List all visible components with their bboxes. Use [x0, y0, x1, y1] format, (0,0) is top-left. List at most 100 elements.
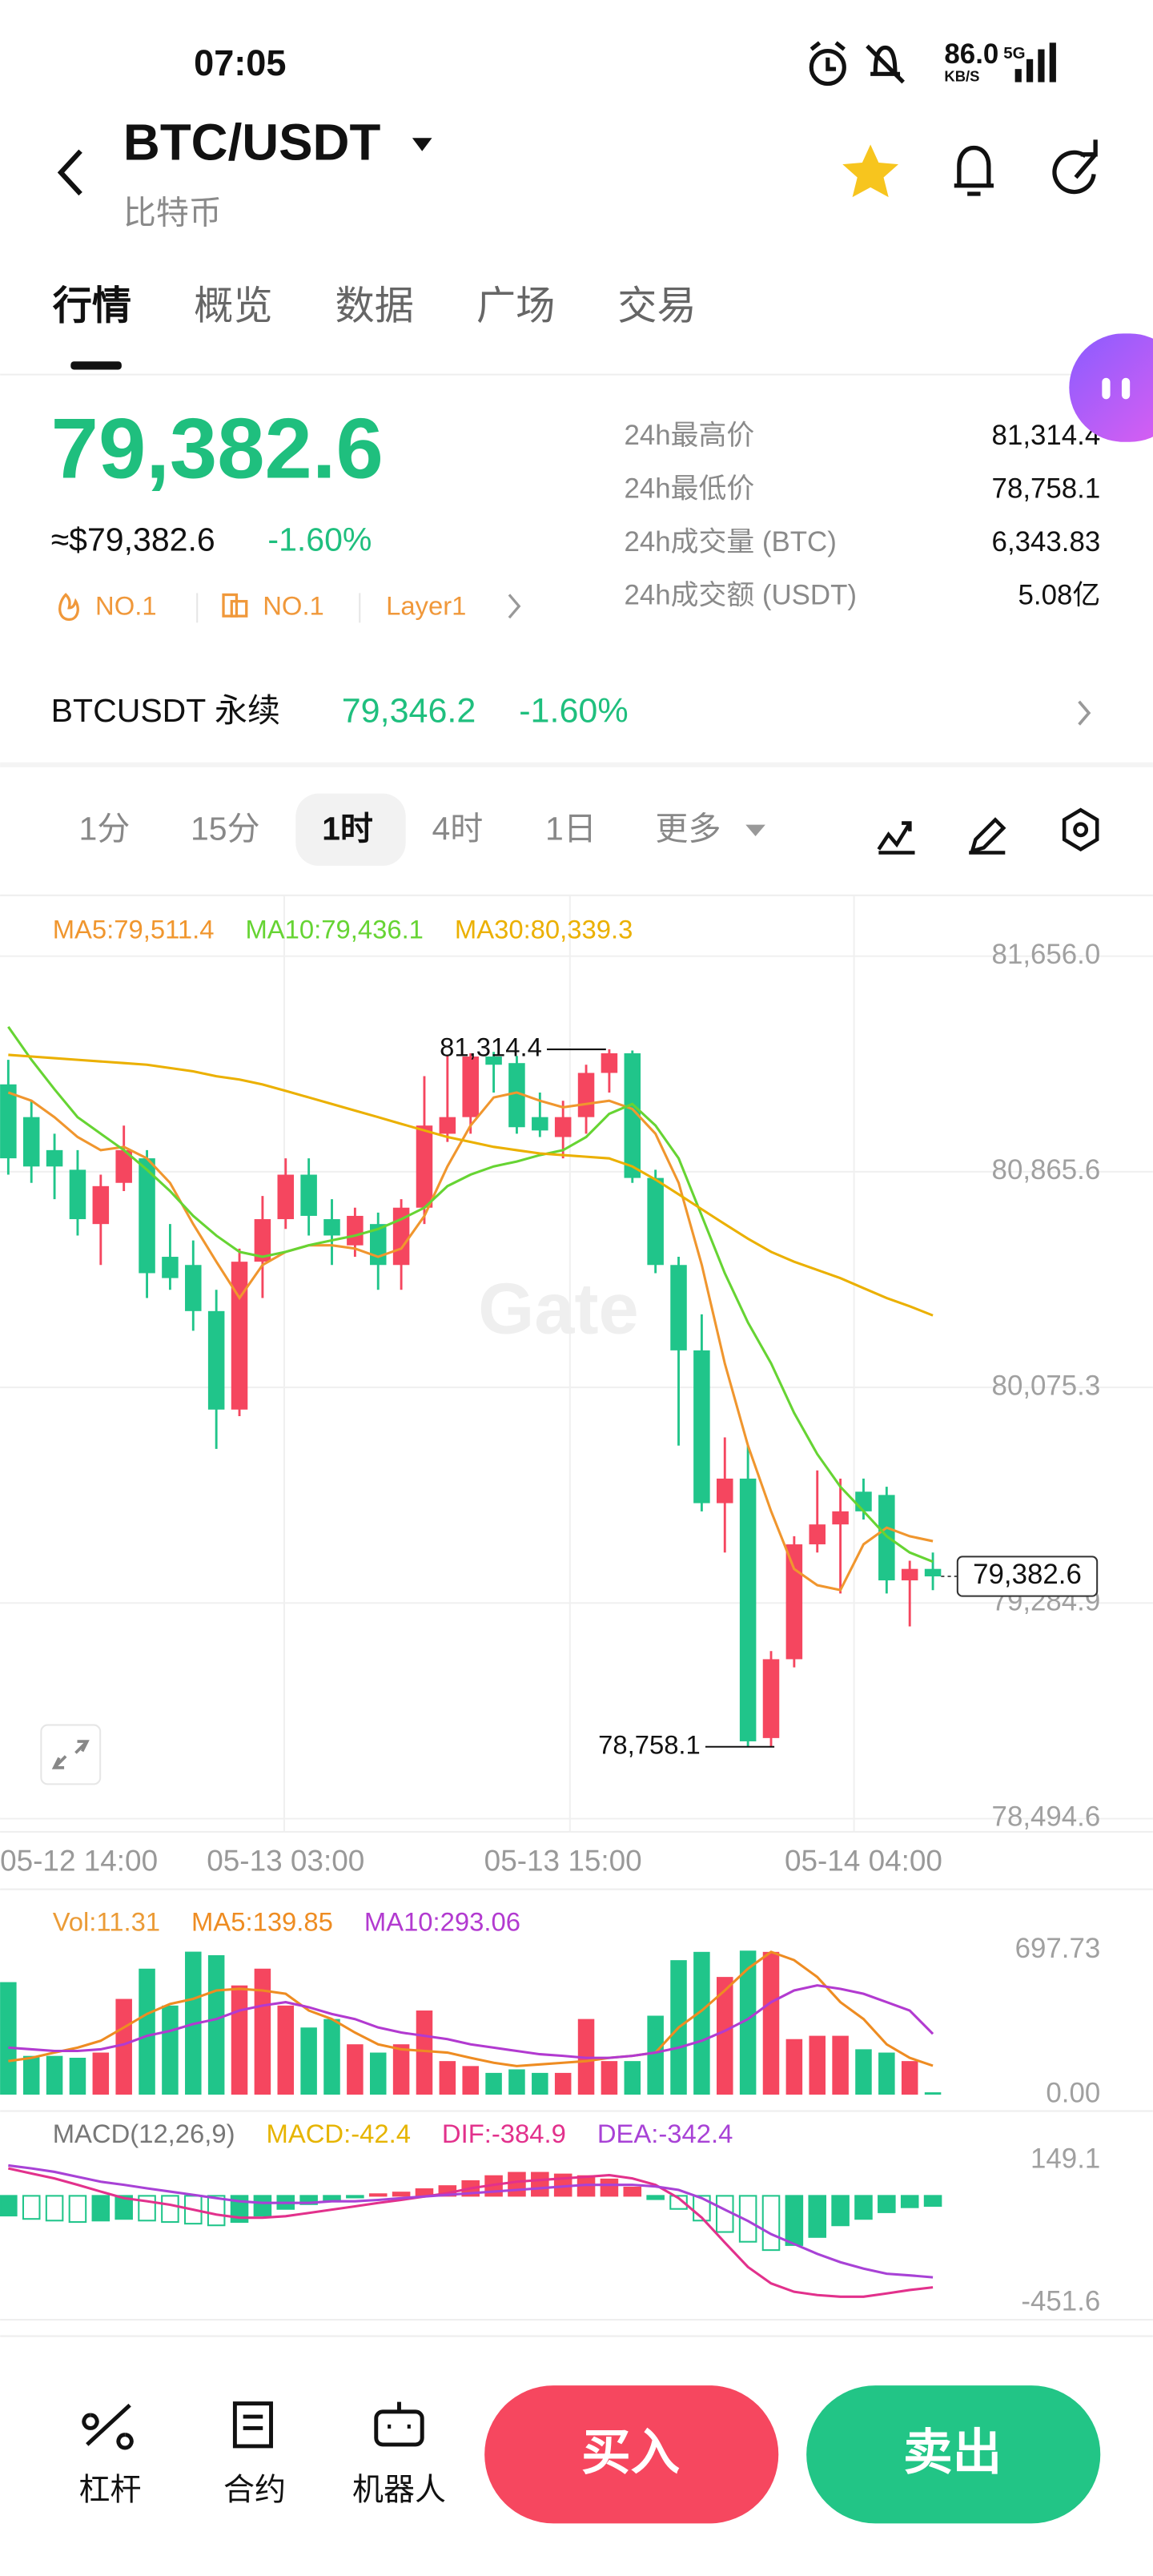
macd-bar	[91, 2195, 110, 2222]
indicator-line	[8, 1950, 934, 2067]
volume-bar	[624, 2061, 641, 2095]
volume-bar	[439, 2061, 456, 2095]
x-tick-label: 05-13 03:00	[207, 1845, 364, 1878]
tab[interactable]: 概览	[194, 284, 272, 328]
legend-entry: MA5:139.85	[191, 1906, 333, 1936]
y-tick-label: 81,656.0	[992, 939, 1101, 970]
candle-body	[347, 1215, 364, 1246]
tab[interactable]: 数据	[335, 284, 414, 328]
macd-bar	[508, 2171, 526, 2197]
candle-body	[207, 1310, 225, 1410]
alert-bell[interactable]	[954, 145, 994, 196]
macd-bar	[785, 2195, 804, 2246]
x-tick-label: 05-14 04:00	[785, 1845, 942, 1878]
floating-button[interactable]	[1069, 333, 1153, 442]
macd-bar	[114, 2195, 133, 2220]
usd-price: ≈$79,382.6	[51, 521, 215, 558]
y-tick-label: 697.73	[1015, 1933, 1101, 1964]
indicator-line	[7, 1026, 934, 1564]
volume-bar	[0, 1982, 17, 2095]
volume-bar	[207, 1954, 225, 2095]
chevron[interactable]	[1078, 700, 1091, 726]
badge[interactable]: Layer1	[386, 591, 466, 621]
volume-bar	[162, 2005, 179, 2095]
stat-value: 5.08亿	[1018, 580, 1101, 611]
tool-label[interactable]: 机器人	[352, 2473, 446, 2508]
candle-body	[462, 1057, 479, 1117]
sell-label[interactable]: 卖出	[903, 2425, 1002, 2481]
status-icons	[809, 41, 905, 87]
macd-bar	[669, 2195, 688, 2210]
macd-bar	[45, 2195, 64, 2222]
interval[interactable]: 更多	[655, 811, 721, 847]
volume-bar	[693, 1951, 710, 2095]
legend-entry: MA5:79,511.4	[53, 915, 215, 944]
macd-bar	[253, 2195, 272, 2217]
vertical-grid	[283, 895, 855, 1832]
buy-button[interactable]	[484, 2385, 779, 2524]
back-button[interactable]	[57, 149, 82, 196]
macd-bar	[738, 2195, 757, 2243]
share-button[interactable]	[1052, 139, 1098, 195]
volume-bar	[485, 2072, 502, 2095]
volume-bar	[277, 2005, 295, 2095]
favorite-star[interactable]	[842, 144, 898, 198]
interval[interactable]: 1分	[79, 811, 131, 847]
candle-body	[323, 1219, 340, 1236]
candle-body	[532, 1117, 548, 1131]
volume-bar	[739, 1950, 757, 2095]
volume-bar	[92, 2052, 110, 2095]
candle-body	[717, 1478, 733, 1503]
volume-bar	[809, 2035, 826, 2095]
interval[interactable]: 4时	[432, 811, 484, 847]
volume-bar	[369, 2052, 387, 2095]
candle-body	[832, 1511, 849, 1525]
volume-bar	[22, 2055, 40, 2095]
divider	[0, 762, 1153, 767]
candle-body	[785, 1544, 803, 1660]
tool-label[interactable]: 合约	[223, 2473, 286, 2508]
tabs: 行情 概览 数据 广场 交易	[53, 284, 697, 328]
legend-entry: DEA:-342.4	[597, 2119, 733, 2148]
expand-button[interactable]	[40, 1724, 102, 1785]
candle-body	[901, 1568, 918, 1580]
volume-bar	[901, 2061, 918, 2095]
last-price-label: 79,382.6	[973, 1559, 1082, 1590]
macd-bar	[392, 2192, 411, 2197]
sell-button[interactable]	[806, 2385, 1101, 2524]
legend-entry: DIF:-384.9	[442, 2119, 566, 2148]
volume-bar	[115, 1998, 132, 2095]
buy-label[interactable]: 买入	[581, 2425, 680, 2481]
dropdown-arrow[interactable]	[745, 824, 765, 836]
pair-dropdown[interactable]	[412, 138, 432, 151]
macd-bar	[368, 2193, 388, 2197]
macd-bar	[923, 2195, 942, 2208]
legend-entry: MA30:80,339.3	[455, 915, 633, 944]
candle-body	[508, 1063, 525, 1128]
volume-bar	[601, 2061, 618, 2095]
volume-bar	[462, 2066, 479, 2095]
interval[interactable]: 1日	[545, 811, 597, 847]
candle-body	[554, 1117, 572, 1137]
tool-label[interactable]: 杠杆	[79, 2473, 142, 2508]
volume-bar	[347, 2044, 364, 2095]
candle-body	[762, 1659, 780, 1738]
interval[interactable]: 1时	[322, 811, 373, 847]
volume-bar	[231, 1985, 248, 2095]
candle-body	[601, 1053, 618, 1073]
volume-bar	[855, 2049, 872, 2095]
tab[interactable]: 交易	[617, 284, 696, 328]
tab[interactable]: 广场	[476, 284, 555, 328]
badge-icons	[58, 593, 521, 621]
indicator-line	[8, 2163, 934, 2279]
stat-value: 78,758.1	[992, 473, 1101, 504]
candle-body	[69, 1169, 86, 1220]
perp-name[interactable]: BTCUSDT 永续	[51, 692, 280, 729]
tab[interactable]: 行情	[53, 284, 131, 328]
stat-value: 6,343.83	[992, 526, 1101, 557]
interval[interactable]: 15分	[191, 811, 260, 847]
candle-body	[92, 1185, 110, 1225]
pair-title[interactable]: BTC/USDT	[123, 114, 381, 171]
chart-tools[interactable]	[877, 807, 1099, 855]
